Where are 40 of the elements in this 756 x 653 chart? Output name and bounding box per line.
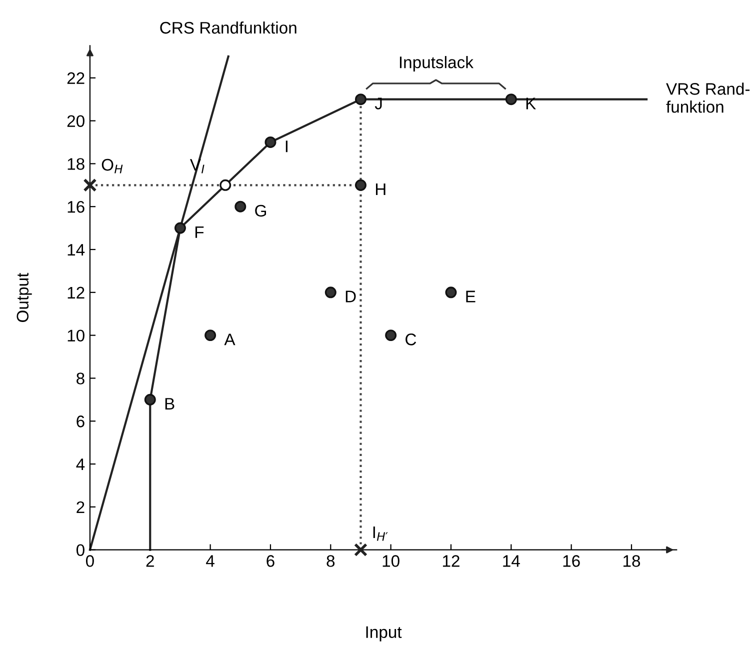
annotation: Inputslack [400, 56, 474, 72]
x-tick-label: 8 [326, 555, 335, 567]
annotation: D [346, 290, 356, 302]
x-tick-label: 6 [266, 555, 274, 567]
x-tick-label: 18 [623, 555, 640, 567]
y-axis-title: Output [16, 272, 32, 322]
y-tick-label: 14 [68, 244, 85, 256]
y-tick-label: 18 [68, 158, 84, 170]
annotation: I [286, 140, 288, 152]
annotation: J [374, 98, 382, 110]
annotation: C [406, 334, 416, 346]
annotation: B [165, 398, 174, 410]
y-tick-label: 8 [76, 372, 84, 384]
annotation: I$_{H′}$ [373, 526, 388, 541]
y-tick-label: 20 [67, 115, 84, 127]
annotation: G [255, 204, 266, 217]
x-axis-title: Input [366, 626, 402, 642]
y-tick-label: 10 [68, 330, 84, 342]
annotation: H [376, 184, 386, 196]
x-tick-label: 2 [146, 555, 154, 567]
y-tick-label: 16 [68, 201, 84, 213]
x-tick-label: 16 [563, 555, 580, 567]
y-tick-label: 4 [76, 458, 85, 470]
annotation: VRS Rand- funktion [666, 82, 750, 113]
x-tick-label: 10 [382, 555, 400, 567]
x-tick-label: 12 [442, 555, 460, 567]
y-tick-label: 6 [76, 416, 84, 428]
y-tick-label: 2 [76, 501, 84, 513]
x-tick-label: 14 [503, 555, 520, 567]
y-tick-label: 0 [76, 544, 84, 556]
annotation: A [224, 334, 236, 346]
annotation: K [526, 98, 536, 110]
annotation: F [195, 226, 204, 238]
annotation: CRS Randfunktion [160, 21, 296, 34]
annotation: E [466, 290, 476, 302]
y-tick-label: 12 [68, 286, 84, 298]
annotation: O$_{H}$ [102, 158, 123, 174]
x-tick-label: 0 [86, 555, 94, 567]
x-tick-label: 4 [206, 555, 214, 567]
y-tick-label: 22 [67, 72, 84, 84]
